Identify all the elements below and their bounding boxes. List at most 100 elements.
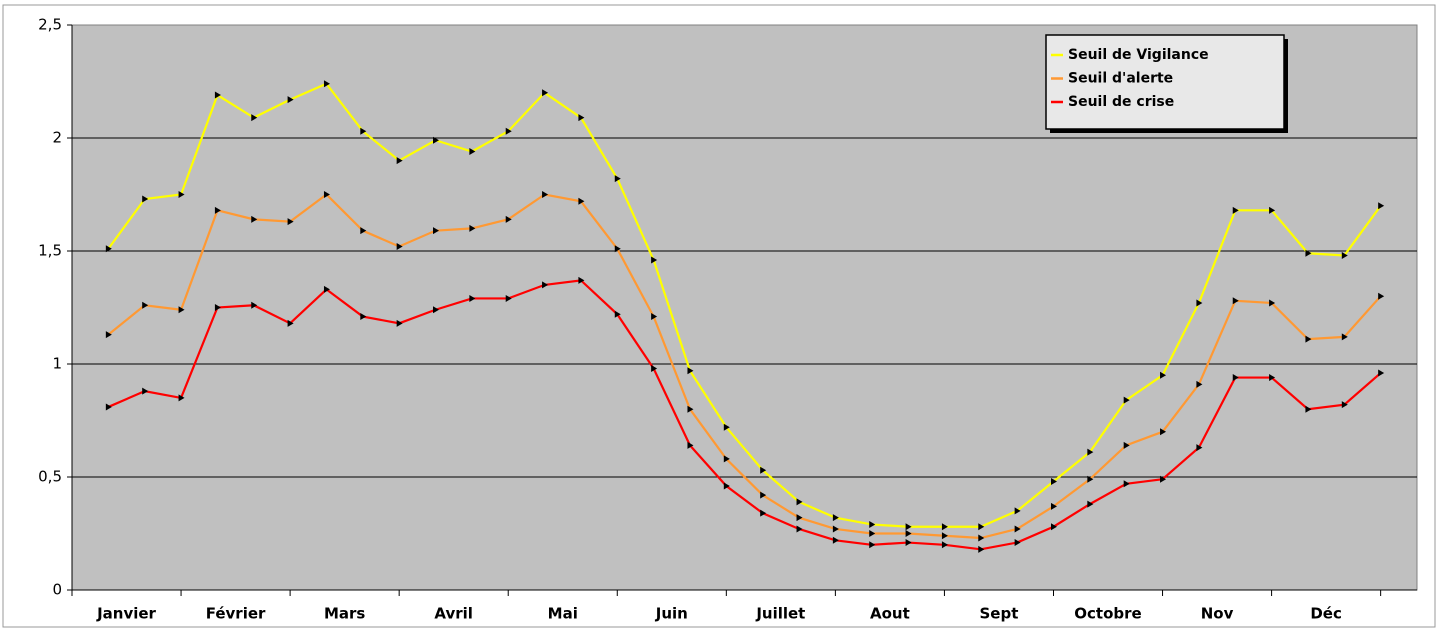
- data-marker: [1232, 206, 1239, 214]
- data-marker: [978, 523, 985, 531]
- data-marker: [614, 310, 621, 318]
- data-marker: [214, 304, 221, 311]
- data-marker: [760, 509, 767, 517]
- data-marker: [1123, 396, 1130, 404]
- data-marker: [287, 319, 294, 327]
- data-marker: [941, 523, 948, 531]
- data-marker: [1160, 371, 1167, 379]
- data-marker: [105, 403, 112, 411]
- series-line: [107, 82, 1382, 528]
- data-marker: [1305, 405, 1312, 413]
- data-marker: [832, 514, 839, 522]
- data-marker: [905, 530, 912, 537]
- data-marker: [1123, 480, 1130, 488]
- data-marker: [505, 215, 512, 223]
- data-marker: [105, 245, 112, 253]
- series-line: [107, 193, 1382, 540]
- data-marker: [760, 466, 767, 474]
- data-marker: [1269, 374, 1276, 382]
- data-marker: [941, 532, 948, 540]
- data-marker: [651, 256, 658, 264]
- data-marker: [178, 191, 185, 198]
- x-tick-label: Mars: [324, 605, 365, 623]
- data-marker: [1341, 333, 1348, 341]
- data-marker: [142, 301, 149, 309]
- data-marker: [542, 89, 549, 97]
- data-marker: [941, 541, 948, 549]
- data-marker: [542, 191, 549, 198]
- data-marker: [869, 530, 876, 537]
- data-marker: [360, 127, 367, 135]
- x-tick-label: Juin: [655, 605, 688, 623]
- data-marker: [1305, 249, 1312, 257]
- y-tick-label: 2,5: [38, 16, 62, 34]
- data-marker: [1269, 206, 1276, 214]
- data-marker: [1341, 252, 1348, 260]
- data-marker: [1196, 299, 1203, 307]
- legend: [1045, 34, 1285, 130]
- data-marker: [905, 539, 912, 547]
- data-marker: [1305, 335, 1312, 343]
- data-marker: [178, 306, 185, 314]
- y-tick-label: 1: [52, 355, 62, 373]
- data-marker: [796, 514, 803, 522]
- data-marker: [723, 423, 730, 431]
- data-marker: [178, 394, 185, 402]
- data-marker: [796, 525, 803, 533]
- x-tick-label: Octobre: [1074, 605, 1141, 623]
- data-marker: [978, 534, 985, 542]
- data-marker: [978, 545, 985, 553]
- data-marker: [251, 301, 258, 309]
- data-marker: [323, 191, 330, 198]
- data-marker: [832, 525, 839, 533]
- data-marker: [396, 242, 403, 250]
- data-marker: [687, 405, 694, 413]
- data-marker: [469, 148, 476, 156]
- x-tick-label: Juillet: [755, 605, 805, 623]
- data-marker: [142, 195, 149, 203]
- data-marker: [614, 175, 621, 183]
- data-marker: [869, 541, 876, 549]
- data-marker: [1014, 525, 1021, 533]
- data-marker: [323, 285, 330, 293]
- data-marker: [251, 114, 258, 122]
- data-marker: [651, 365, 658, 373]
- x-tick-label: Mai: [548, 605, 578, 623]
- data-marker: [1160, 428, 1167, 436]
- data-marker: [578, 114, 585, 122]
- data-marker: [214, 206, 221, 214]
- data-marker: [1378, 292, 1385, 300]
- data-marker: [1123, 441, 1130, 449]
- data-marker: [905, 523, 912, 531]
- x-tick-label: Nov: [1201, 605, 1234, 623]
- x-tick-label: Janvier: [96, 605, 156, 623]
- data-marker: [1014, 507, 1021, 515]
- series-line: [107, 279, 1382, 551]
- data-marker: [287, 218, 294, 226]
- data-marker: [651, 313, 658, 321]
- data-marker: [360, 313, 367, 321]
- data-marker: [469, 294, 476, 302]
- data-marker: [796, 498, 803, 506]
- data-marker: [142, 387, 149, 395]
- data-marker: [1050, 478, 1057, 486]
- data-marker: [1087, 475, 1094, 483]
- data-marker: [687, 367, 694, 375]
- data-marker: [505, 127, 512, 135]
- y-tick-label: 2: [52, 129, 62, 147]
- data-marker: [323, 80, 330, 88]
- data-marker: [578, 276, 585, 284]
- data-marker: [1341, 401, 1348, 409]
- data-marker: [1232, 297, 1239, 305]
- data-marker: [105, 331, 112, 339]
- y-tick-label: 0: [52, 581, 62, 599]
- data-marker: [1378, 202, 1385, 210]
- data-marker: [1196, 380, 1203, 388]
- data-marker: [396, 157, 403, 165]
- data-marker: [723, 482, 730, 490]
- x-tick-label: Déc: [1310, 605, 1342, 623]
- data-marker: [505, 294, 512, 302]
- data-marker: [1378, 369, 1385, 377]
- data-marker: [1196, 444, 1203, 452]
